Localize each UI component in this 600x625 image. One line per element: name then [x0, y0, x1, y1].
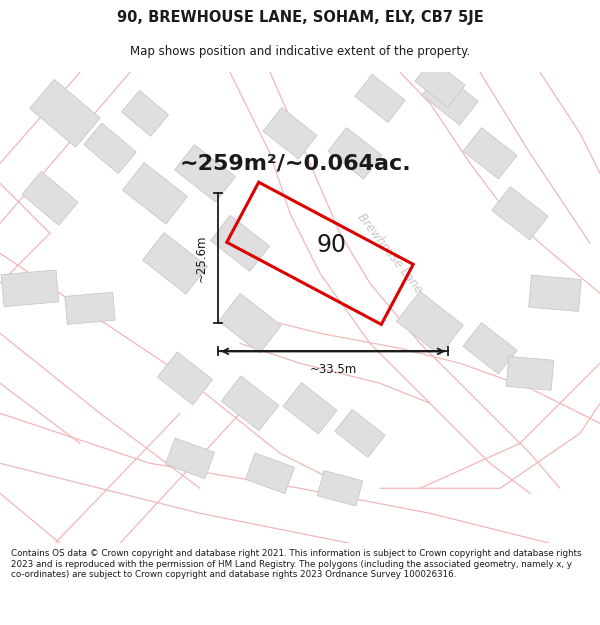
Polygon shape — [30, 79, 100, 147]
Polygon shape — [355, 74, 405, 122]
Polygon shape — [397, 291, 463, 355]
Text: ~33.5m: ~33.5m — [310, 363, 356, 376]
Text: ~25.6m: ~25.6m — [195, 234, 208, 282]
Polygon shape — [263, 107, 317, 159]
Polygon shape — [1, 270, 59, 307]
Text: ~259m²/~0.064ac.: ~259m²/~0.064ac. — [179, 153, 411, 173]
Polygon shape — [157, 352, 212, 405]
Polygon shape — [166, 438, 215, 479]
Text: 90, BREWHOUSE LANE, SOHAM, ELY, CB7 5JE: 90, BREWHOUSE LANE, SOHAM, ELY, CB7 5JE — [116, 11, 484, 26]
Text: 90: 90 — [317, 233, 347, 258]
Polygon shape — [415, 59, 465, 108]
Text: Map shows position and indicative extent of the property.: Map shows position and indicative extent… — [130, 45, 470, 58]
Polygon shape — [328, 127, 382, 179]
Polygon shape — [121, 91, 169, 136]
Polygon shape — [506, 356, 554, 390]
Polygon shape — [317, 471, 362, 506]
Polygon shape — [65, 292, 115, 324]
Polygon shape — [221, 376, 279, 431]
Polygon shape — [529, 275, 581, 311]
Polygon shape — [175, 145, 235, 202]
Text: Brewhouse Lane: Brewhouse Lane — [355, 211, 425, 296]
Polygon shape — [463, 322, 517, 374]
Polygon shape — [492, 187, 548, 240]
Polygon shape — [219, 294, 281, 353]
Polygon shape — [143, 232, 208, 294]
Polygon shape — [422, 72, 478, 125]
Polygon shape — [122, 162, 187, 224]
Polygon shape — [22, 171, 78, 225]
Polygon shape — [283, 382, 337, 434]
Polygon shape — [463, 127, 517, 179]
Polygon shape — [211, 216, 269, 271]
Polygon shape — [84, 123, 136, 174]
Polygon shape — [335, 409, 385, 458]
Text: Contains OS data © Crown copyright and database right 2021. This information is : Contains OS data © Crown copyright and d… — [11, 549, 581, 579]
Polygon shape — [245, 453, 295, 494]
